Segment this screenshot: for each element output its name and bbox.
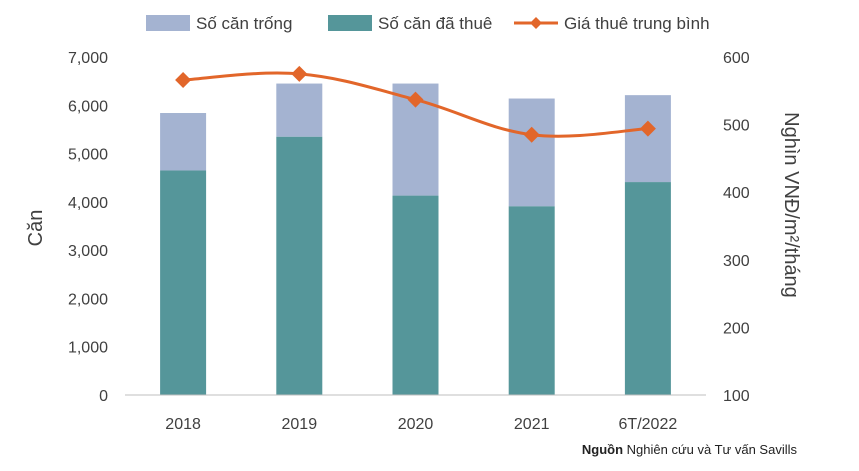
y-tick-label: 6,000 <box>68 98 108 115</box>
bar-rented <box>276 136 323 395</box>
y2-axis-ticks: 100 200 300 400 500 600 <box>723 50 750 405</box>
bars <box>160 83 671 395</box>
legend-swatch <box>328 15 372 31</box>
bar-vacant <box>276 83 323 137</box>
y2-tick-label: 300 <box>723 253 750 270</box>
y2-tick-label: 100 <box>723 388 750 405</box>
bar-rented <box>392 195 439 395</box>
y-tick-label: 0 <box>99 388 108 405</box>
bar-vacant <box>508 98 555 207</box>
y2-axis-title: Nghìn VNĐ/m²/tháng <box>780 112 802 298</box>
price-point-marker <box>523 126 540 143</box>
price-point-marker <box>639 120 656 137</box>
bar-vacant <box>624 95 671 183</box>
y2-tick-label: 600 <box>723 50 750 67</box>
y-tick-label: 4,000 <box>68 195 108 212</box>
y2-tick-label: 400 <box>723 185 750 202</box>
legend-label: Giá thuê trung bình <box>564 14 710 33</box>
price-point-marker <box>175 71 192 88</box>
x-tick-label: 2019 <box>282 416 318 433</box>
x-axis-ticks: 2018 2019 2020 2021 6T/2022 <box>165 416 677 433</box>
y-axis-title-group: Căn <box>25 210 47 247</box>
legend: Số căn trống Số căn đã thuê Giá thuê trung… <box>146 14 710 33</box>
y-tick-label: 1,000 <box>68 340 108 357</box>
legend-marker <box>530 17 542 29</box>
y-tick-label: 7,000 <box>68 50 108 67</box>
price-point-marker <box>407 91 424 108</box>
y2-tick-label: 200 <box>723 320 750 337</box>
bar-rented <box>624 182 671 395</box>
price-line-group <box>175 65 656 143</box>
legend-label: Số căn đã thuê <box>378 14 492 33</box>
y2-axis-title-group: Nghìn VNĐ/m²/tháng <box>780 112 802 298</box>
y-axis-ticks: 0 1,000 2,000 3,000 4,000 5,000 6,000 7,000 <box>68 50 108 405</box>
x-tick-label: 2018 <box>165 416 201 433</box>
x-tick-label: 2021 <box>514 416 550 433</box>
y-tick-label: 3,000 <box>68 243 108 260</box>
y-axis-title: Căn <box>25 210 47 247</box>
legend-label: Số căn trống <box>196 14 292 33</box>
source-text: Nghiên cứu và Tư vấn Savills <box>626 442 797 457</box>
source-label: Nguồn <box>581 442 624 457</box>
bar-rented <box>160 170 207 395</box>
bar-vacant <box>160 113 207 171</box>
x-tick-label: 2020 <box>398 416 434 433</box>
y-tick-label: 2,000 <box>68 291 108 308</box>
x-tick-label: 6T/2022 <box>619 416 678 433</box>
price-point-marker <box>291 65 308 82</box>
y-tick-label: 5,000 <box>68 147 108 164</box>
legend-swatch <box>146 15 190 31</box>
source-note: Nguồn Nghiên cứu và Tư vấn Savills <box>582 442 797 457</box>
y2-tick-label: 500 <box>723 118 750 135</box>
bar-rented <box>508 206 555 395</box>
